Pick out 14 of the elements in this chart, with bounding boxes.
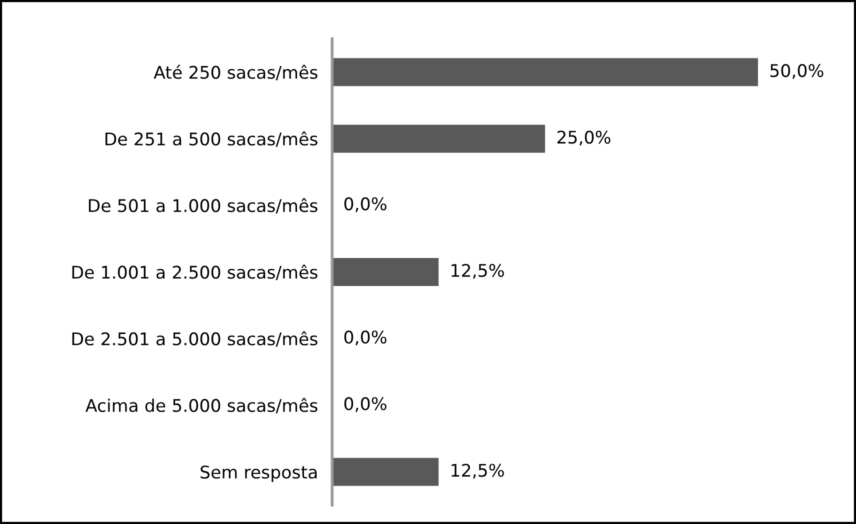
y-tick-label: De 501 a 1.000 sacas/mês <box>88 198 318 214</box>
data-label: 12,5% <box>452 264 504 279</box>
data-label: 50,0% <box>770 64 824 79</box>
y-tick-label: Sem resposta <box>200 466 317 482</box>
data-label: 0,0% <box>344 330 386 346</box>
data-label: 25,0% <box>557 130 610 146</box>
data-label: 0,0% <box>344 197 386 212</box>
y-tick-label: Até 250 sacas/mês <box>154 64 318 80</box>
y-tick-label: De 2.501 a 5.000 sacas/mês <box>72 331 318 347</box>
y-tick-label: De 1.001 a 2.500 sacas/mês <box>72 264 318 280</box>
y-tick-label: De 251 a 500 sacas/mês <box>106 131 318 147</box>
y-tick-label: Acima de 5.000 sacas/mês <box>86 398 318 414</box>
data-label: 12,5% <box>452 464 504 479</box>
data-label: 0,0% <box>344 397 386 412</box>
